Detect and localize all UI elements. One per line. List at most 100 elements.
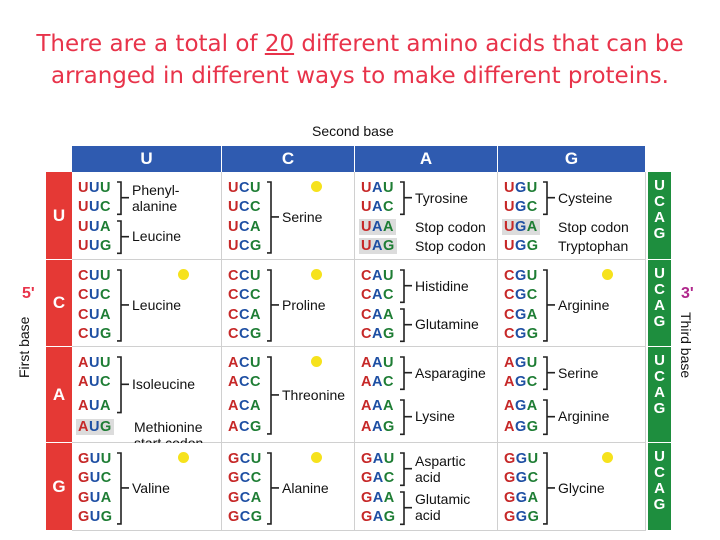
codon: AAA xyxy=(361,397,394,414)
group-bracket xyxy=(400,490,412,525)
third-base-g: G xyxy=(653,225,666,242)
group-bracket xyxy=(117,181,129,216)
codon: UGA xyxy=(502,218,540,235)
third-base-g: G xyxy=(653,496,666,513)
codon: UCA xyxy=(228,218,261,235)
codon: AAG xyxy=(361,418,395,435)
codon: AGU xyxy=(504,355,538,371)
group-bracket xyxy=(400,356,412,391)
amino-acid-label: Isoleucine xyxy=(132,376,196,393)
third-base-g: G xyxy=(653,400,666,417)
third-base-c: C xyxy=(654,464,665,481)
codon: ACG xyxy=(228,418,262,435)
codon: AGA xyxy=(504,397,538,414)
codon: GAC xyxy=(361,470,395,487)
codon: UGU xyxy=(504,180,538,196)
group-bracket xyxy=(400,181,412,216)
codon: GCG xyxy=(228,508,263,525)
codon-cell: GGU GGC GGA GGG Glycine xyxy=(498,443,646,531)
codon: AAU xyxy=(361,355,394,371)
codon: AUC xyxy=(78,374,111,391)
amino-acid-label: Valine xyxy=(132,479,170,496)
amino-acid-label: Stop codon xyxy=(415,237,486,254)
amino-acid-label: Threonine xyxy=(282,386,346,403)
codon: UGC xyxy=(504,199,538,216)
third-base-a: A xyxy=(654,384,665,401)
codon: CAG xyxy=(361,325,395,342)
page-title: There are a total of 20 different amino … xyxy=(0,28,720,92)
third-base-c: C xyxy=(654,193,665,210)
codon: UAC xyxy=(361,199,394,216)
yellow-dot xyxy=(311,181,322,192)
codon: CGG xyxy=(504,325,539,342)
codon-cell: UGU UGC UGA UGG Cysteine Stop codon Tryptophan xyxy=(498,172,646,260)
codon-cell: UUU UUC UUA UUG Phenyl-alanine Leucine xyxy=(72,172,222,260)
third-base-g: G xyxy=(653,313,666,330)
yellow-dot xyxy=(311,452,322,463)
codon-cell: ACU ACC ACA ACG Threonine xyxy=(222,347,355,443)
yellow-dot xyxy=(602,452,613,463)
codon: CCG xyxy=(228,325,262,342)
three-prime-label: 3' xyxy=(681,285,694,302)
codon: UCG xyxy=(228,237,262,254)
amino-acid-label: Aspartic acid xyxy=(415,452,466,485)
codon: CAA xyxy=(361,306,394,323)
third-base-a: A xyxy=(654,209,665,226)
group-bracket xyxy=(267,181,279,254)
codon: GUC xyxy=(78,470,112,487)
amino-acid-label: Arginine xyxy=(558,296,610,313)
third-base-u: U xyxy=(654,448,665,465)
codon-cell: AUUAUCAUAAUGIsoleucineMethioninestart co… xyxy=(72,347,222,451)
amino-acid-label: Leucine xyxy=(132,296,182,313)
codon: UUC xyxy=(78,199,111,216)
codon: GCC xyxy=(228,470,262,487)
amino-acid-label: Arginine xyxy=(558,408,610,425)
codon: AGC xyxy=(504,374,538,391)
group-bracket xyxy=(543,398,555,435)
group-bracket xyxy=(267,269,279,342)
codon-cell: CAU CAC CAA CAG Histidine Glutamine xyxy=(355,260,498,347)
codon-cell: GCU GCC GCA GCG Alanine xyxy=(222,443,355,531)
group-bracket xyxy=(267,356,279,435)
second-base-header-u: U xyxy=(72,146,221,172)
first-base-header-g: G xyxy=(46,443,72,530)
amino-acid-label: Phenyl-alanine xyxy=(132,181,180,214)
codon: GUA xyxy=(78,489,112,506)
codon-cell: AGU AGC AGA AGG Serine Arginine xyxy=(498,347,646,443)
codon: CUC xyxy=(78,287,111,304)
codon-cell: GUU GUC GUA GUG Valine xyxy=(72,443,222,531)
third-base-a: A xyxy=(654,480,665,497)
amino-acid-label: Leucine xyxy=(132,228,182,245)
codon: CGA xyxy=(504,306,538,323)
codon-cell: CGU CGC CGA CGG Arginine xyxy=(498,260,646,347)
amino-acid-label: Cysteine xyxy=(558,189,613,206)
codon: CAC xyxy=(361,287,394,304)
codon: CCU xyxy=(228,268,261,284)
codon: GGU xyxy=(504,451,539,467)
codon: CUG xyxy=(78,325,112,342)
group-bracket xyxy=(400,269,412,304)
second-base-header-g: G xyxy=(498,146,645,172)
group-bracket xyxy=(117,452,129,525)
group-bracket xyxy=(543,269,555,342)
codon-cell: AAU AAC AAA AAG Asparagine Lysine xyxy=(355,347,498,443)
amino-acid-label: Proline xyxy=(282,296,326,313)
codon: GAA xyxy=(361,489,395,506)
codon: CCC xyxy=(228,287,261,304)
codon: GGC xyxy=(504,470,539,487)
codon-cell: UCU UCC UCA UCG Serine xyxy=(222,172,355,260)
group-bracket xyxy=(400,452,412,487)
yellow-dot xyxy=(311,356,322,367)
yellow-dot xyxy=(178,452,189,463)
title-line2: arranged in different ways to make diffe… xyxy=(51,63,669,89)
codon: AGG xyxy=(504,418,539,435)
codon-cell: GAU GAC GAA GAG Aspartic acid Glutamic acid xyxy=(355,443,498,531)
yellow-dot xyxy=(311,269,322,280)
codon: ACU xyxy=(228,355,261,371)
group-bracket xyxy=(543,452,555,525)
codon: GUG xyxy=(78,508,113,525)
group-bracket xyxy=(400,307,412,342)
